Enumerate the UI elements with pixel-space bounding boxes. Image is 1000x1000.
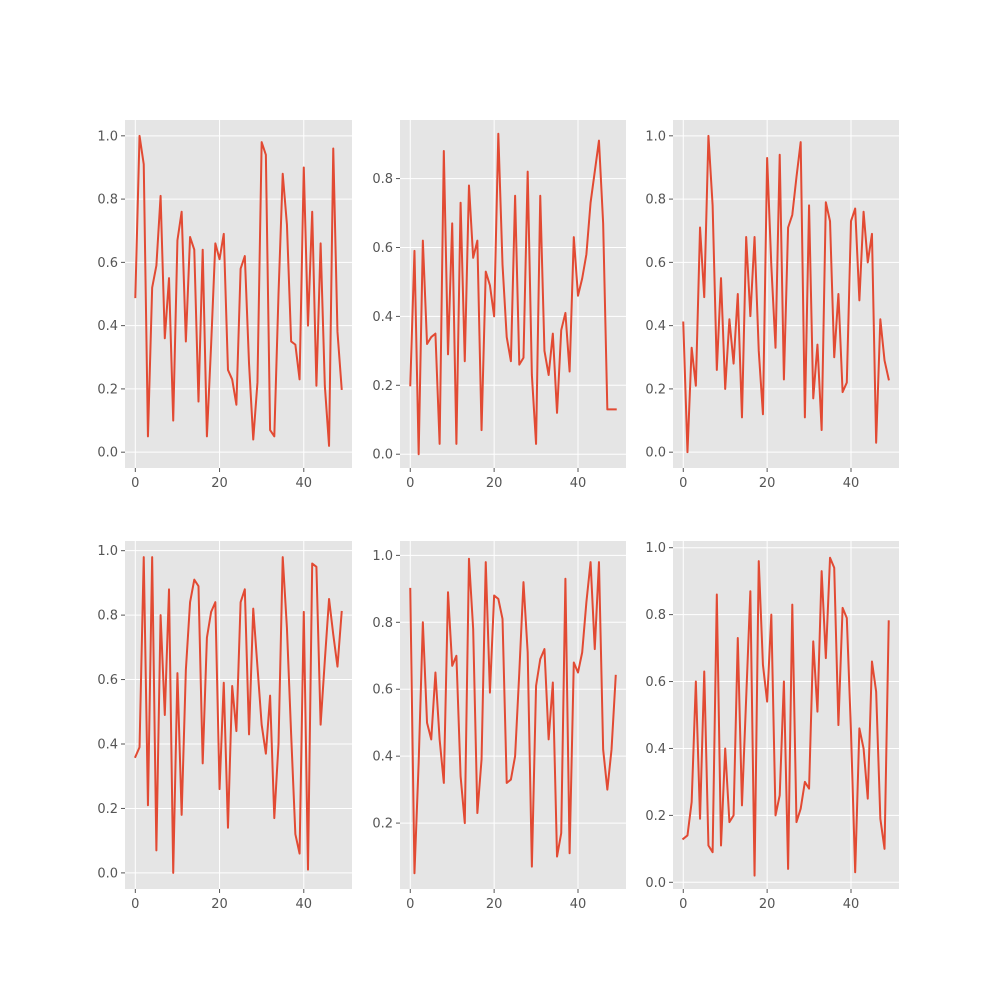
y-tick-label: 1.0 <box>97 129 118 144</box>
y-tick-label: 0.4 <box>372 750 393 765</box>
y-tick-label: 1.0 <box>97 544 118 559</box>
y-tick-label: 0.2 <box>97 802 118 817</box>
subplot-5: 0.2 0.4 0.6 0.8 1.0 0 20 40 <box>372 541 626 912</box>
x-tick-label: 40 <box>296 476 313 491</box>
y-tick-label: 1.0 <box>372 549 393 564</box>
y-tick-label: 0.8 <box>645 608 666 623</box>
subplot-2: 0.0 0.2 0.4 0.6 0.8 0 20 40 <box>372 120 626 491</box>
plot-area <box>673 541 899 889</box>
x-tick-label: 40 <box>570 476 587 491</box>
y-tick-label: 0.4 <box>97 319 118 334</box>
x-tick-label: 20 <box>486 897 503 912</box>
y-tick-label: 0.6 <box>97 256 118 271</box>
y-tick-label: 0.0 <box>645 446 666 461</box>
y-tick-label: 0.6 <box>97 673 118 688</box>
x-tick-label: 0 <box>131 897 139 912</box>
y-tick-label: 0.2 <box>372 379 393 394</box>
y-tick-label: 0.4 <box>645 742 666 757</box>
series-line <box>682 134 890 454</box>
y-tick-label: 0.0 <box>645 876 666 891</box>
plot-area <box>125 541 352 889</box>
x-tick-label: 40 <box>843 897 860 912</box>
x-tick-label: 20 <box>759 476 776 491</box>
x-tick-label: 0 <box>406 476 414 491</box>
y-tick-label: 0.2 <box>645 382 666 397</box>
x-tick-label: 20 <box>211 897 228 912</box>
series-line <box>681 556 890 877</box>
x-tick-label: 0 <box>406 897 414 912</box>
y-tick-label: 0.6 <box>372 683 393 698</box>
y-tick-label: 0.0 <box>372 448 393 463</box>
y-tick-label: 0.8 <box>645 193 666 208</box>
subplot-6: 0.0 0.2 0.4 0.6 0.8 1.0 0 20 40 <box>645 541 899 912</box>
series-line <box>409 132 617 456</box>
y-tick-label: 0.8 <box>372 172 393 187</box>
y-tick-label: 0.4 <box>645 319 666 334</box>
y-tick-label: 1.0 <box>645 541 666 556</box>
plot-area <box>125 120 352 468</box>
subplot-3: 0.0 0.2 0.4 0.6 0.8 1.0 0 20 40 <box>645 120 899 491</box>
x-tick-label: 20 <box>211 476 228 491</box>
y-tick-label: 0.2 <box>645 809 666 824</box>
y-tick-label: 0.2 <box>97 382 118 397</box>
y-tick-label: 0.8 <box>97 193 118 208</box>
y-tick-label: 0.4 <box>372 310 393 325</box>
y-tick-label: 0.8 <box>372 616 393 631</box>
x-tick-label: 0 <box>679 476 687 491</box>
y-tick-label: 0.6 <box>645 675 666 690</box>
y-tick-label: 0.0 <box>97 446 118 461</box>
y-tick-label: 1.0 <box>645 129 666 144</box>
series-line <box>409 557 617 875</box>
x-tick-label: 20 <box>486 476 503 491</box>
y-tick-label: 0.8 <box>97 609 118 624</box>
x-tick-label: 40 <box>296 897 313 912</box>
y-tick-label: 0.6 <box>645 256 666 271</box>
x-tick-label: 0 <box>131 476 139 491</box>
y-tick-label: 0.6 <box>372 241 393 256</box>
y-tick-label: 0.4 <box>97 738 118 753</box>
x-tick-label: 20 <box>759 897 776 912</box>
y-tick-label: 0.2 <box>372 817 393 832</box>
x-tick-label: 40 <box>843 476 860 491</box>
y-tick-label: 0.0 <box>97 866 118 881</box>
series-line <box>134 556 343 874</box>
subplot-1: 0.0 0.2 0.4 0.6 0.8 1.0 0 20 40 <box>97 120 352 491</box>
x-tick-label: 40 <box>570 897 587 912</box>
x-tick-label: 0 <box>679 897 687 912</box>
series-line <box>134 134 343 447</box>
subplot-4: 0.0 0.2 0.4 0.6 0.8 1.0 0 20 40 <box>97 541 352 912</box>
